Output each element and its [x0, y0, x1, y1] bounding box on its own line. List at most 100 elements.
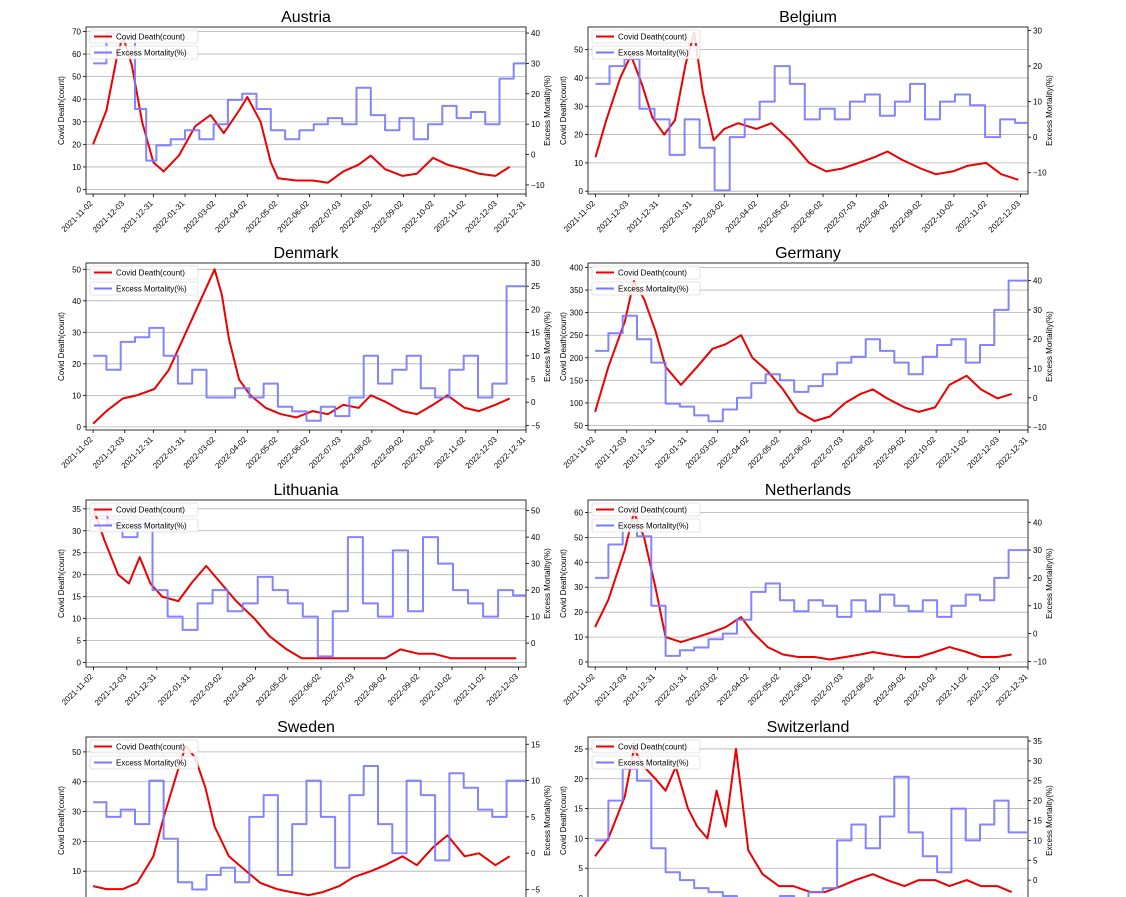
- plot-area: [92, 32, 526, 184]
- y2-tick-label: 10: [531, 777, 540, 786]
- y2-tick-label: 50: [531, 507, 540, 516]
- legend: Covid Death(count) Excess Mortality(%): [89, 29, 199, 60]
- y2-tick-label: −10: [531, 181, 545, 190]
- y2-tick-label: 30: [531, 259, 540, 268]
- y2-tick-label: 40: [1033, 277, 1042, 286]
- x-tick-label: 2022-11-02: [432, 435, 467, 470]
- x-tick-label: 2022-05-02: [244, 435, 280, 471]
- y-tick-label: 20: [574, 131, 583, 140]
- x-tick-label: 2021-11-02: [60, 672, 95, 707]
- x-tick-label: 2022-12-03: [987, 199, 1023, 235]
- y-tick-label: 20: [72, 571, 81, 580]
- series-excess-mortality: [595, 58, 1028, 192]
- y2-tick-label: 30: [531, 560, 540, 569]
- x-tick-label: 2021-11-02: [562, 672, 597, 707]
- y2-tick-label: 0: [1033, 133, 1038, 142]
- legend-label-deaths: Covid Death(count): [618, 269, 687, 278]
- y-tick-label: 15: [574, 805, 583, 814]
- series-covid-death: [594, 511, 1012, 661]
- legend-label-excess: Excess Mortality(%): [618, 285, 689, 294]
- y2-tick-label: 20: [531, 586, 540, 595]
- legend-label-deaths: Covid Death(count): [116, 506, 185, 515]
- x-tick-label: 2022-05-02: [244, 199, 280, 235]
- x-tick-label: 2021-12-31: [621, 435, 657, 471]
- y-tick-label: 50: [72, 73, 81, 82]
- x-tick-label: 2022-12-31: [492, 199, 528, 235]
- y2-axis-label: Excess Mortality(%): [543, 548, 552, 619]
- y-tick-label: 5: [579, 864, 584, 873]
- x-tick-label: 2022-08-02: [855, 199, 891, 235]
- y-tick-label: 0: [77, 423, 82, 432]
- x-tick-label: 2022-03-02: [188, 672, 224, 708]
- y-tick-label: 20: [574, 608, 583, 617]
- y-tick-label: 0: [579, 658, 584, 667]
- y2-tick-label: 0: [531, 151, 536, 160]
- x-tick-label: 2022-11-02: [954, 199, 989, 234]
- legend-box: [591, 518, 701, 533]
- legend-box: [591, 739, 701, 754]
- y2-axis-label: Excess Mortality(%): [543, 785, 552, 856]
- chart-title: Lithuania: [274, 482, 339, 499]
- plot-frame: [587, 262, 1029, 431]
- y2-tick-label: 25: [531, 282, 540, 291]
- y-tick-label: 40: [72, 778, 81, 787]
- legend-label-excess: Excess Mortality(%): [116, 285, 187, 294]
- series-covid-death: [594, 280, 1013, 422]
- y-tick-label: 30: [72, 328, 81, 337]
- x-tick-label: 2022-03-02: [182, 199, 218, 235]
- y2-tick-label: −10: [1033, 657, 1047, 666]
- legend-box: [591, 45, 701, 60]
- chart-denmark: Denmark 0 10 20 30 40 50 −5 0 5 10 15 20 25 30 2021-11-…: [57, 245, 552, 470]
- series-covid-death: [594, 747, 1013, 894]
- y-tick-label: 10: [72, 163, 81, 172]
- x-tick-label: 2022-03-02: [684, 435, 720, 471]
- y2-tick-label: −5: [531, 885, 541, 894]
- chart-title: Netherlands: [765, 482, 851, 499]
- y-tick-label: 10: [72, 391, 81, 400]
- legend-box: [89, 755, 199, 770]
- x-tick-label: 2022-07-03: [822, 199, 858, 235]
- legend-box: [89, 29, 199, 44]
- y-tick-label: 0: [77, 659, 82, 668]
- series-excess-mortality: [595, 767, 1028, 897]
- legend-label-excess: Excess Mortality(%): [618, 759, 689, 768]
- y-tick-label: 50: [72, 265, 81, 274]
- legend-label-excess: Excess Mortality(%): [116, 759, 187, 768]
- y-tick-label: 10: [574, 159, 583, 168]
- x-tick-label: 2022-07-03: [320, 672, 356, 708]
- series-excess-mortality: [93, 32, 526, 162]
- y2-tick-label: 30: [1033, 757, 1042, 766]
- y-tick-label: 300: [570, 309, 584, 318]
- x-tick-label: 2022-11-02: [452, 672, 487, 707]
- y2-tick-label: 25: [1033, 777, 1042, 786]
- x-tick-label: 2022-11-02: [934, 672, 969, 707]
- y2-tick-label: 0: [531, 639, 536, 648]
- x-tick-label: 2022-10-02: [418, 672, 454, 708]
- series-excess-mortality: [93, 509, 526, 658]
- x-tick-label: 2022-06-02: [789, 199, 825, 235]
- y-tick-label: 0: [579, 894, 584, 897]
- y2-tick-label: 20: [531, 305, 540, 314]
- chart-title: Switzerland: [767, 719, 850, 736]
- x-tick-label: 2021-12-31: [625, 199, 661, 235]
- x-tick-label: 2022-10-02: [902, 672, 938, 708]
- y-tick-label: 20: [72, 837, 81, 846]
- x-tick-label: 2022-09-02: [888, 199, 924, 235]
- legend-box: [89, 739, 199, 754]
- legend-box: [591, 755, 701, 770]
- y2-tick-label: 0: [1033, 876, 1038, 885]
- x-tick-label: 2021-12-31: [621, 672, 657, 708]
- x-tick-label: 2022-04-02: [222, 672, 258, 708]
- plot-area: [92, 508, 526, 660]
- y2-tick-label: 10: [531, 120, 540, 129]
- y-tick-label: 10: [72, 615, 81, 624]
- y-tick-label: 0: [77, 185, 82, 194]
- series-excess-mortality: [595, 521, 1028, 657]
- legend-label-deaths: Covid Death(count): [116, 33, 185, 42]
- x-tick-label: 2022-03-02: [182, 435, 218, 471]
- series-covid-death: [92, 35, 511, 184]
- x-tick-label: 2022-10-02: [400, 199, 436, 235]
- legend-label-deaths: Covid Death(count): [116, 269, 185, 278]
- x-tick-label: 2022-06-02: [778, 435, 814, 471]
- y-tick-label: 40: [574, 558, 583, 567]
